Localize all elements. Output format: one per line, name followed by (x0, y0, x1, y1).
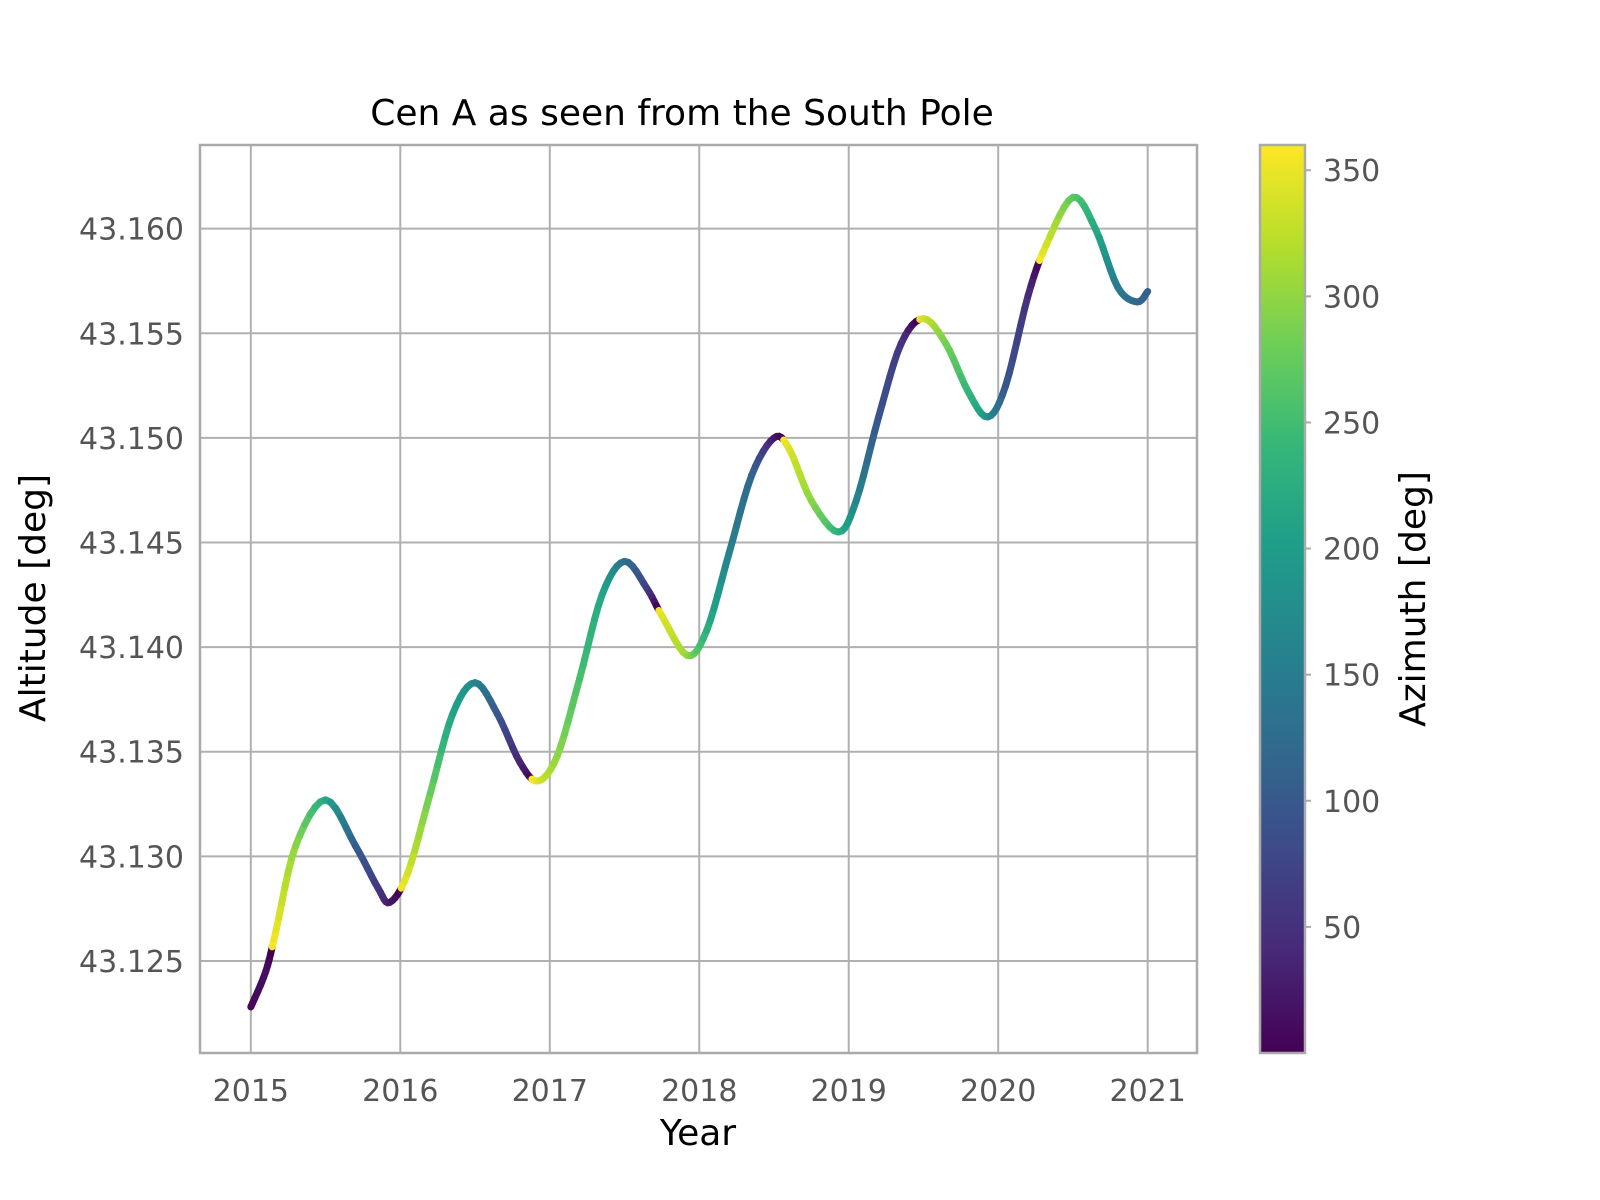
chart-title: Cen A as seen from the South Pole (370, 93, 994, 134)
y-tick-label: 43.155 (79, 317, 184, 352)
x-tick-label: 2016 (362, 1074, 438, 1109)
x-tick-label: 2018 (661, 1074, 737, 1109)
x-tick-label: 2021 (1109, 1074, 1185, 1109)
y-tick-labels: 43.125 43.130 43.135 43.140 43.145 43.150 43.1… (79, 213, 184, 980)
x-tick-label: 2017 (512, 1074, 588, 1109)
y-tick-label: 43.150 (79, 422, 184, 457)
series-line (247, 193, 1152, 1011)
y-tick-label: 43.145 (79, 527, 184, 562)
x-axis-label: Year (659, 1113, 736, 1154)
x-tick-label: 2015 (213, 1074, 289, 1109)
y-tick-label: 43.135 (79, 736, 184, 771)
y-tick-label: 43.160 (79, 213, 184, 248)
grid (200, 145, 1197, 1053)
colorbar-label: Azimuth [deg] (1393, 471, 1434, 727)
colorbar-tick-label: 350 (1323, 154, 1380, 189)
colorbar-tick-label: 100 (1323, 785, 1380, 820)
x-tick-label: 2019 (811, 1074, 887, 1109)
colorbar-tick-label: 150 (1323, 659, 1380, 694)
colorbar-tick-label: 250 (1323, 406, 1380, 441)
colorbar-tick-label: 50 (1323, 911, 1361, 946)
y-tick-label: 43.125 (79, 945, 184, 980)
series-segment (1143, 287, 1152, 297)
y-tick-label: 43.140 (79, 631, 184, 666)
colorbar-tick-labels: 50 100 150 200 250 300 350 (1305, 154, 1380, 946)
colorbar-tick-label: 200 (1323, 533, 1380, 568)
x-tick-labels: 2015 2016 2017 2018 2019 2020 2021 (213, 1074, 1186, 1109)
x-tick-label: 2020 (960, 1074, 1036, 1109)
plot-frame (198, 143, 1199, 1055)
y-tick-label: 43.130 (79, 840, 184, 875)
colorbar-tick-label: 300 (1323, 280, 1380, 315)
y-axis-label: Altitude [deg] (13, 474, 54, 722)
colorbar (1258, 143, 1307, 1055)
